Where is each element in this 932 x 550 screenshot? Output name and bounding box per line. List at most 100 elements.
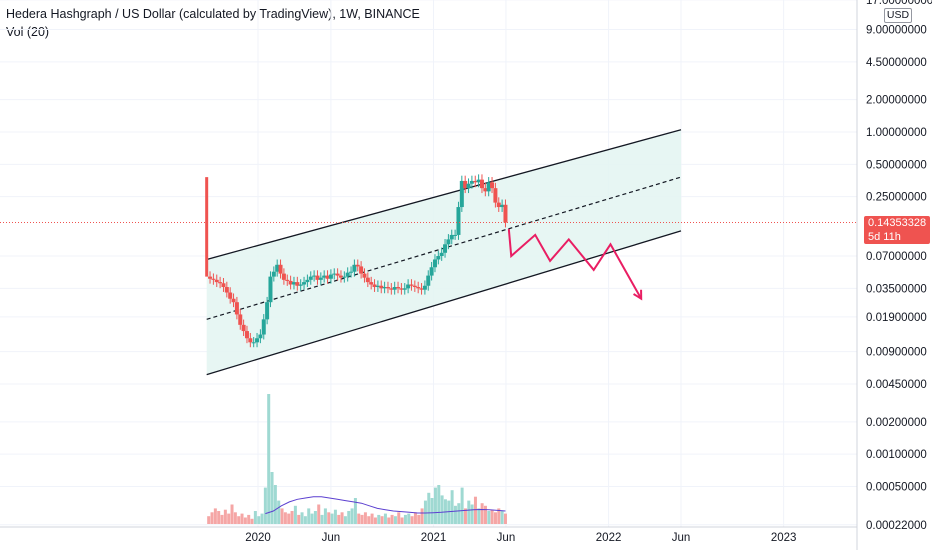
volume-bar xyxy=(343,516,347,524)
price-tick-label: 17.00000000 xyxy=(866,0,932,7)
volume-bar xyxy=(337,514,341,524)
volume-bar xyxy=(420,508,424,524)
price-tick-label: 0.00050000 xyxy=(866,481,927,493)
volume-bar xyxy=(433,487,437,524)
price-tick-label: 9.00000000 xyxy=(866,25,927,37)
current-price-label: 0.14353328 xyxy=(868,217,927,229)
volume-bar xyxy=(447,500,451,524)
volume-bar xyxy=(457,503,461,524)
candle xyxy=(285,279,290,281)
candle xyxy=(328,274,333,279)
candle xyxy=(322,275,327,278)
volume-bar xyxy=(453,505,457,524)
time-tick-label: 2023 xyxy=(771,532,797,544)
time-tick-label: 2020 xyxy=(245,532,271,544)
candle xyxy=(369,282,374,285)
volume-bar xyxy=(280,508,284,524)
volume-bar xyxy=(323,508,327,524)
volume-bar xyxy=(390,514,394,524)
volume-bar xyxy=(213,508,217,524)
candle xyxy=(221,283,226,288)
volume-bar xyxy=(503,513,507,524)
candle xyxy=(265,302,270,320)
volume-bar xyxy=(423,500,427,524)
price-tick-label: 2.00000000 xyxy=(866,95,927,107)
candle xyxy=(469,180,474,184)
volume-bar xyxy=(317,504,321,524)
price-tick-label: 0.00450000 xyxy=(866,379,927,391)
candle xyxy=(248,338,253,343)
candle xyxy=(258,334,263,339)
candle xyxy=(291,282,296,285)
candle xyxy=(500,204,505,208)
volume-bar xyxy=(497,508,501,524)
volume-bar xyxy=(367,516,371,524)
projection-zigzag xyxy=(507,228,643,300)
candle xyxy=(473,180,478,183)
time-tick-label: 2021 xyxy=(421,532,447,544)
channel-lower-line xyxy=(206,230,682,376)
volume-bar xyxy=(260,513,264,524)
volume-bar xyxy=(357,513,361,524)
volume-bar xyxy=(270,472,274,524)
candle xyxy=(429,267,434,276)
candle xyxy=(224,287,229,293)
volume-bar xyxy=(483,505,487,524)
candle xyxy=(453,234,458,236)
candle xyxy=(493,188,498,203)
candle xyxy=(318,277,323,280)
volume-bar xyxy=(480,503,484,524)
volume-bar xyxy=(223,509,227,524)
candle xyxy=(422,285,427,290)
volume-bar xyxy=(257,516,261,524)
volume-bar xyxy=(250,518,254,524)
candle xyxy=(439,252,444,257)
candle xyxy=(261,319,266,335)
currency-button[interactable]: USD xyxy=(884,8,912,23)
candle xyxy=(446,239,451,245)
volume-bar xyxy=(283,512,287,524)
volume-bar xyxy=(493,512,497,524)
candle xyxy=(459,180,464,208)
price-tick-label: 0.00022000 xyxy=(866,520,927,532)
volume-bar xyxy=(210,512,214,524)
price-tick-label: 0.00200000 xyxy=(866,417,927,429)
volume-bar xyxy=(417,514,421,524)
volume-bar xyxy=(437,485,441,524)
volume-bar xyxy=(267,394,271,524)
candle xyxy=(302,282,307,285)
candle xyxy=(234,302,239,315)
candle xyxy=(352,264,357,272)
volume-indicator-label[interactable]: Vol (20) xyxy=(6,25,50,39)
candle xyxy=(312,275,317,277)
volume-bar xyxy=(303,516,307,524)
candle xyxy=(490,182,495,189)
candle xyxy=(214,279,219,283)
volume-bar xyxy=(220,514,224,524)
candle xyxy=(218,282,223,284)
volume-bar xyxy=(237,516,241,524)
price-tick-label: 0.01900000 xyxy=(866,312,927,324)
volume-bar xyxy=(360,514,364,524)
candle xyxy=(379,285,384,289)
candle xyxy=(382,287,387,289)
volume-bar xyxy=(320,514,324,524)
volume-bar xyxy=(230,504,234,524)
volume-bar xyxy=(233,512,237,524)
candle xyxy=(449,234,454,240)
candle xyxy=(385,287,390,289)
volume-bar xyxy=(383,513,387,524)
candle xyxy=(345,272,350,277)
candle xyxy=(436,256,441,260)
channel-upper-line xyxy=(206,129,682,261)
volume-bar xyxy=(207,516,211,524)
candle xyxy=(295,282,300,286)
candle xyxy=(338,275,343,278)
volume-bar xyxy=(473,496,477,524)
volume-bar xyxy=(227,513,231,524)
candle xyxy=(396,287,401,289)
volume-bar xyxy=(393,516,397,524)
time-tick-label: Jun xyxy=(322,532,341,544)
candle xyxy=(308,276,313,280)
